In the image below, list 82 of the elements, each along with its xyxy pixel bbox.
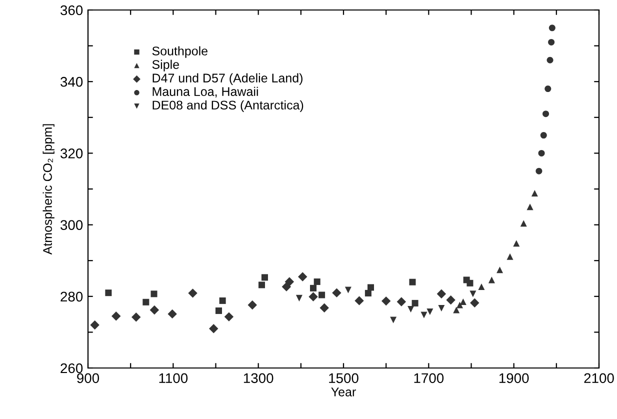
y-tick-label: 300 — [60, 220, 83, 230]
x-tick-label: 1100 — [159, 373, 188, 384]
point — [150, 290, 158, 298]
y-axis-title: Atmospheric CO₂ [ppm] — [42, 124, 54, 255]
point — [261, 274, 268, 281]
point — [354, 296, 364, 306]
point — [496, 266, 504, 274]
point — [548, 38, 555, 46]
point — [526, 204, 534, 210]
point — [320, 303, 329, 312]
point — [412, 300, 418, 306]
point — [546, 56, 554, 64]
point — [436, 289, 446, 298]
point — [209, 324, 218, 334]
point — [513, 240, 520, 247]
point — [314, 278, 320, 285]
point — [466, 280, 474, 286]
point — [470, 298, 480, 308]
point — [332, 288, 342, 298]
point — [310, 284, 317, 292]
legend-label: D47 und D57 (Adelie Land) — [152, 73, 302, 85]
point — [318, 292, 326, 298]
point — [344, 286, 352, 294]
point — [396, 297, 406, 306]
point — [150, 305, 160, 315]
point — [438, 304, 445, 312]
point — [540, 132, 547, 139]
point — [446, 295, 456, 305]
point — [215, 307, 222, 314]
point — [90, 320, 100, 330]
point — [420, 312, 428, 318]
point — [453, 306, 460, 314]
point — [364, 290, 372, 296]
point — [224, 312, 234, 322]
point — [544, 86, 552, 92]
x-tick-label: 1700 — [414, 373, 444, 384]
x-axis-title: Year — [331, 388, 356, 396]
x-tick-label: 2100 — [584, 373, 614, 384]
point — [390, 316, 397, 324]
point — [470, 290, 476, 298]
y-tick-label: 320 — [60, 148, 83, 158]
point — [142, 298, 150, 306]
x-tick-label: 1500 — [329, 373, 358, 384]
point — [542, 110, 550, 118]
legend-label: Southpole — [152, 46, 208, 58]
point — [219, 297, 226, 304]
point — [506, 253, 514, 260]
x-tick-label: 1900 — [499, 373, 529, 384]
point — [426, 308, 434, 316]
legend-label: Mauna Loa, Hawaii — [152, 86, 258, 98]
x-tick-label: 1300 — [244, 373, 274, 384]
point — [284, 277, 294, 286]
point — [298, 272, 308, 282]
point — [296, 294, 302, 302]
point — [188, 288, 198, 298]
legend-label: Siple — [152, 60, 179, 72]
point — [168, 309, 177, 319]
point — [456, 302, 464, 308]
point — [258, 282, 265, 288]
point — [538, 150, 545, 156]
point — [112, 311, 121, 321]
legend-label: DE08 and DSS (Antarctica) — [152, 100, 304, 112]
point — [531, 190, 538, 197]
y-tick-label: 340 — [60, 76, 83, 87]
point — [460, 298, 466, 306]
point — [308, 292, 318, 302]
y-tick-label: 260 — [60, 363, 83, 374]
point — [536, 168, 542, 174]
point — [105, 290, 112, 296]
point — [478, 283, 485, 290]
point — [381, 296, 391, 306]
point — [488, 276, 495, 284]
point — [132, 312, 141, 322]
y-tick-label: 280 — [60, 292, 83, 302]
x-tick-label: 900 — [77, 373, 100, 384]
point — [408, 306, 414, 313]
point — [409, 278, 416, 286]
point — [367, 284, 374, 291]
y-tick-label: 360 — [60, 5, 83, 16]
point — [520, 220, 527, 227]
point — [248, 300, 257, 310]
point — [548, 24, 556, 32]
